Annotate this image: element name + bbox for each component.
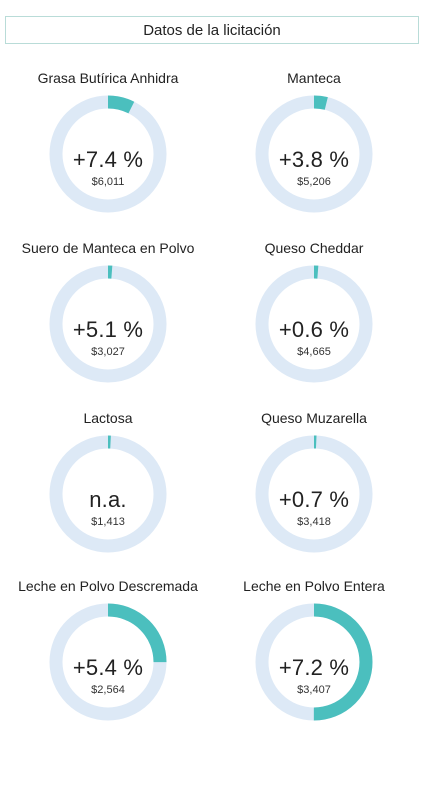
- product-label: Leche en Polvo Descremada: [18, 578, 198, 594]
- donut-fill-arc: [49, 603, 167, 721]
- product-card: Leche en Polvo Entera +7.2 % $3,407: [214, 578, 414, 738]
- product-card: Lactosa n.a. $1,413: [8, 410, 208, 570]
- donut-chart: [255, 435, 373, 553]
- product-card: Queso Cheddar +0.6 % $4,665: [214, 240, 414, 400]
- price-value: $5,206: [297, 176, 331, 188]
- change-value: +0.7 %: [278, 487, 350, 512]
- donut-fill-arc: [49, 435, 167, 553]
- donut-chart: [255, 265, 373, 383]
- product-card: Leche en Polvo Descremada +5.4 % $2,564: [8, 578, 208, 738]
- donut-fill-arc: [255, 603, 373, 721]
- product-label: Leche en Polvo Entera: [243, 578, 385, 594]
- donut-chart: [255, 603, 373, 721]
- change-value: n.a.: [89, 487, 127, 512]
- product-label: Queso Cheddar: [264, 240, 364, 256]
- product-label: Queso Muzarella: [261, 410, 367, 426]
- product-card: Manteca +3.8 % $5,206: [214, 70, 414, 230]
- price-value: $3,027: [91, 346, 125, 358]
- change-value: +0.6 %: [278, 317, 350, 342]
- change-value: +3.8 %: [278, 147, 350, 172]
- price-value: $3,407: [297, 684, 331, 696]
- product-label: Grasa Butírica Anhidra: [37, 70, 179, 86]
- change-value: +7.4 %: [72, 147, 144, 172]
- product-card: Suero de Manteca en Polvo +5.1 % $3,027: [8, 240, 208, 400]
- donut-fill-arc: [255, 265, 373, 383]
- product-card: Queso Muzarella +0.7 % $3,418: [214, 410, 414, 570]
- product-label: Manteca: [287, 70, 341, 86]
- price-value: $1,413: [91, 516, 125, 528]
- product-label: Lactosa: [83, 410, 133, 426]
- donut-chart: [49, 265, 167, 383]
- donut-fill-arc: [49, 265, 167, 383]
- change-value: +7.2 %: [278, 655, 350, 680]
- donut-chart: [49, 95, 167, 213]
- donut-fill-arc: [49, 95, 167, 213]
- price-value: $2,564: [91, 684, 125, 696]
- donut-chart: [255, 95, 373, 213]
- product-label: Suero de Manteca en Polvo: [21, 240, 195, 256]
- price-value: $6,011: [91, 176, 125, 188]
- donut-fill-arc: [255, 435, 373, 553]
- donut-fill-arc: [255, 95, 373, 213]
- donut-chart: [49, 435, 167, 553]
- change-value: +5.4 %: [72, 655, 144, 680]
- change-value: +5.1 %: [72, 317, 144, 342]
- page-title: Datos de la licitación: [5, 16, 419, 44]
- price-value: $4,665: [297, 346, 331, 358]
- product-card: Grasa Butírica Anhidra +7.4 % $6,011: [8, 70, 208, 230]
- donut-chart: [49, 603, 167, 721]
- price-value: $3,418: [297, 516, 331, 528]
